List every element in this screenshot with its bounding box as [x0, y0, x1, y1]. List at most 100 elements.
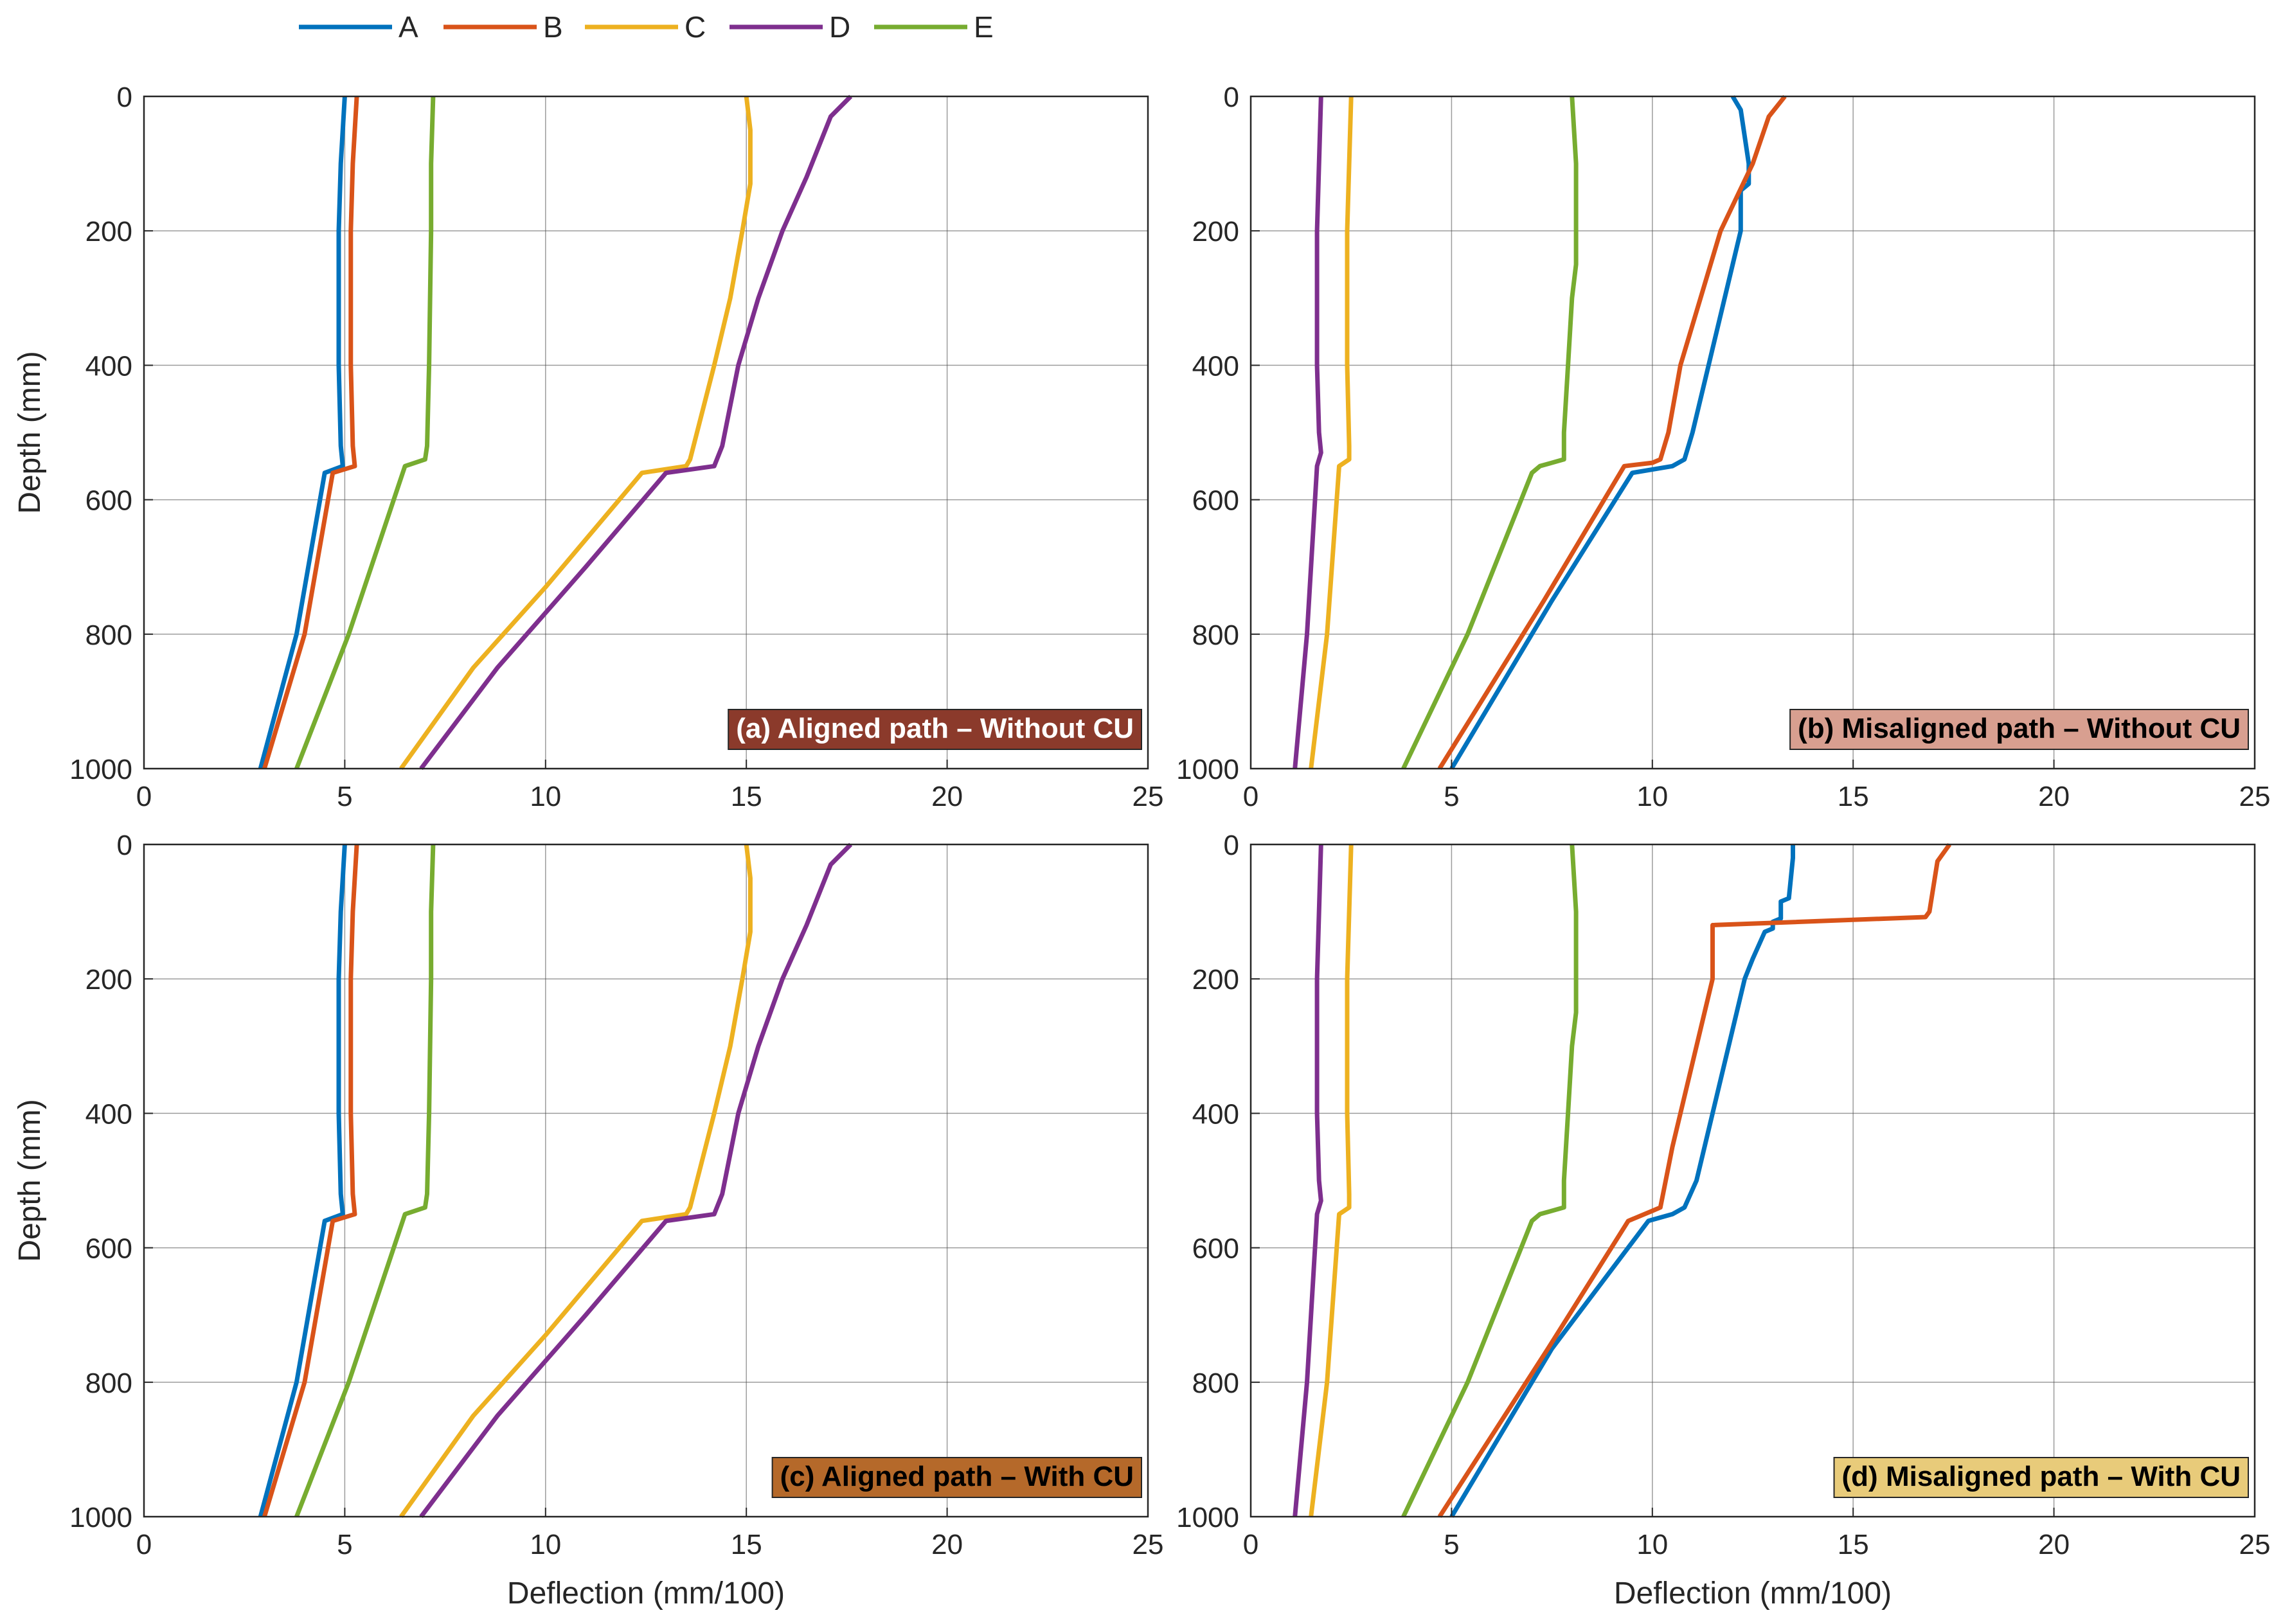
y-tick-label-b-1: 200 — [1192, 216, 1239, 247]
y-tick-label-b-0: 0 — [1224, 82, 1239, 113]
y-tick-label-a-4: 800 — [85, 620, 132, 651]
y-tick-label-d-5: 1000 — [1176, 1502, 1239, 1533]
series-line-b-b — [1437, 94, 1787, 770]
series-line-b-d — [1293, 96, 1323, 769]
y-tick-label-a-5: 1000 — [69, 754, 132, 785]
panel-c: 0 5 10 15 20 25 0 200 400 600 800 1000 Depth (mm) Def… — [13, 830, 1163, 1611]
legend-label-d: D — [829, 10, 850, 44]
x-tick-label-d-5: 25 — [2239, 1529, 2271, 1560]
y-tick-label-a-0: 0 — [117, 82, 132, 113]
y-tick-label-c-0: 0 — [117, 830, 132, 861]
x-tick-label-a-4: 20 — [931, 781, 963, 812]
x-tick-label-c-2: 10 — [530, 1529, 561, 1560]
series-line-c-d — [419, 843, 853, 1519]
axes-box-b — [1249, 95, 2256, 770]
y-tick-label-d-4: 800 — [1192, 1368, 1239, 1399]
y-tick-label-d-1: 200 — [1192, 964, 1239, 995]
panel-label-text-c: (c) Aligned path – With CU — [780, 1461, 1134, 1492]
panel-label-text-b: (b) Misaligned path – Without CU — [1798, 713, 2241, 744]
y-tick-label-d-3: 600 — [1192, 1233, 1239, 1265]
panel-a: 0 5 10 15 20 25 0 200 400 600 800 1000 Depth (mm) (a)… — [13, 82, 1163, 812]
x-tick-label-d-4: 20 — [2038, 1529, 2070, 1560]
plot-area-d — [1251, 844, 2255, 1517]
panel-d: 0 5 10 15 20 25 0 200 400 600 800 1000 Deflection (m… — [1176, 830, 2270, 1611]
x-axis-label-d: Deflection (mm/100) — [1614, 1576, 1892, 1611]
plot-area-b — [1251, 96, 2255, 769]
axes-box-c — [143, 843, 1149, 1518]
legend-label-c: C — [685, 10, 706, 44]
panel-b: 0 5 10 15 20 25 0 200 400 600 800 1000 (b) Misaligne… — [1176, 82, 2270, 812]
x-tick-label-d-1: 5 — [1444, 1529, 1459, 1560]
x-tick-label-b-3: 15 — [1838, 781, 1869, 812]
x-tick-label-a-5: 25 — [1133, 781, 1164, 812]
series-line-a-e — [294, 96, 436, 770]
x-tick-label-c-1: 5 — [337, 1529, 352, 1560]
y-tick-label-d-0: 0 — [1224, 830, 1239, 861]
y-tick-label-c-1: 200 — [85, 964, 132, 995]
x-tick-label-a-1: 5 — [337, 781, 352, 812]
series-line-d-a — [1449, 844, 1795, 1518]
legend-label-e: E — [974, 10, 994, 44]
series-line-d-b — [1437, 843, 1952, 1518]
panel-label-d: (d) Misaligned path – With CU — [1833, 1457, 2249, 1498]
panel-label-text-d: (d) Misaligned path – With CU — [1842, 1461, 2241, 1492]
legend: A B C D E — [299, 10, 994, 44]
x-tick-label-d-2: 10 — [1636, 1529, 1668, 1560]
panel-label-b: (b) Misaligned path – Without CU — [1789, 709, 2249, 750]
plot-area-c — [144, 844, 1148, 1517]
legend-label-b: B — [543, 10, 563, 44]
series-line-d-c — [1309, 844, 1354, 1517]
x-tick-label-c-3: 15 — [731, 1529, 762, 1560]
x-tick-label-c-0: 0 — [136, 1529, 152, 1560]
panel-label-box-a — [728, 709, 1142, 750]
series-line-d-e — [1401, 844, 1579, 1518]
x-tick-label-b-1: 5 — [1444, 781, 1459, 812]
y-tick-label-b-3: 600 — [1192, 485, 1239, 517]
series-line-c-c — [399, 844, 753, 1519]
y-tick-label-b-4: 800 — [1192, 620, 1239, 651]
x-tick-label-b-2: 10 — [1636, 781, 1668, 812]
x-tick-label-a-2: 10 — [530, 781, 561, 812]
series-line-a-c — [399, 96, 753, 771]
series-line-a-d — [419, 94, 853, 771]
x-tick-label-b-0: 0 — [1243, 781, 1258, 812]
x-tick-label-b-5: 25 — [2239, 781, 2271, 812]
series-line-c-e — [294, 844, 436, 1518]
series-line-b-e — [1401, 96, 1579, 770]
panel-label-c: (c) Aligned path – With CU — [771, 1457, 1142, 1498]
y-tick-label-c-5: 1000 — [69, 1502, 132, 1533]
y-tick-label-c-2: 400 — [85, 1098, 132, 1130]
y-tick-label-c-3: 600 — [85, 1233, 132, 1265]
series-line-b-c — [1309, 96, 1354, 769]
series-line-c-b — [262, 844, 359, 1518]
panel-label-text-a: (a) Aligned path – Without CU — [736, 713, 1134, 744]
y-tick-label-a-3: 600 — [85, 485, 132, 517]
axes-box-a — [143, 95, 1149, 770]
legend-label-a: A — [398, 10, 418, 44]
x-tick-label-b-4: 20 — [2038, 781, 2070, 812]
x-tick-label-d-3: 15 — [1838, 1529, 1869, 1560]
y-tick-label-b-2: 400 — [1192, 350, 1239, 382]
panel-label-a: (a) Aligned path – Without CU — [728, 709, 1142, 750]
panel-label-box-d — [1833, 1457, 2249, 1498]
y-tick-label-a-1: 200 — [85, 216, 132, 247]
y-tick-label-c-4: 800 — [85, 1368, 132, 1399]
y-tick-label-b-5: 1000 — [1176, 754, 1239, 785]
y-axis-label-a: Depth (mm) — [13, 351, 47, 513]
x-tick-label-c-5: 25 — [1133, 1529, 1164, 1560]
series-line-d-d — [1293, 844, 1323, 1517]
panel-label-box-b — [1789, 709, 2249, 750]
y-tick-label-d-2: 400 — [1192, 1098, 1239, 1130]
panel-label-box-c — [771, 1457, 1142, 1498]
x-tick-label-a-0: 0 — [136, 781, 152, 812]
axes-box-d — [1249, 843, 2256, 1518]
series-line-a-b — [262, 96, 359, 770]
series-line-c-a — [258, 844, 347, 1517]
x-tick-label-c-4: 20 — [931, 1529, 963, 1560]
y-axis-label-c: Depth (mm) — [13, 1099, 47, 1262]
plot-area-a — [144, 96, 1148, 769]
series-line-a-a — [258, 96, 347, 769]
x-tick-label-a-3: 15 — [731, 781, 762, 812]
y-tick-label-a-2: 400 — [85, 350, 132, 382]
